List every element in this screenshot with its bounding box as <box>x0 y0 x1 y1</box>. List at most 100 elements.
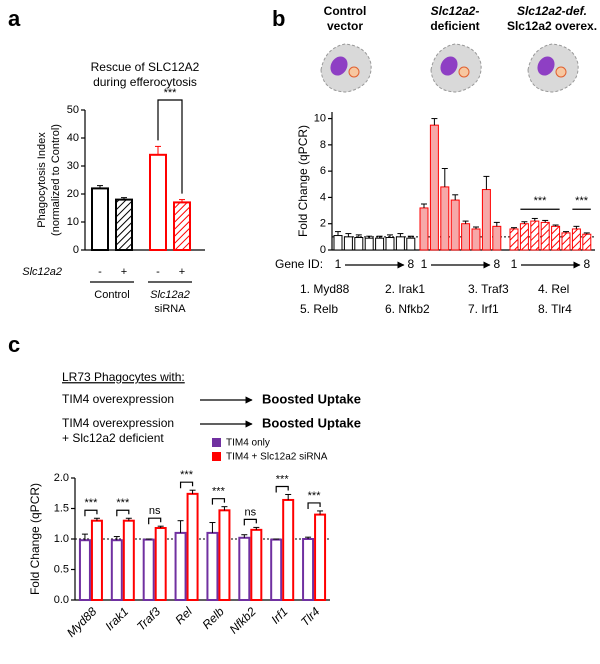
bar <box>429 124 439 251</box>
x-tick-label: 8 <box>407 257 414 271</box>
error-bar <box>177 520 184 533</box>
bar <box>540 221 550 251</box>
x-axis-label: Gene ID: <box>275 257 323 271</box>
error-bar <box>441 168 448 187</box>
panel-label: c <box>8 332 20 357</box>
bar <box>582 233 592 251</box>
error-bar <box>189 489 196 494</box>
group-label: Slc12a2 <box>150 289 190 301</box>
x-tick-label: Myd88 <box>64 604 100 640</box>
sig-label: *** <box>575 195 589 207</box>
error-bar <box>97 185 103 189</box>
sig-label: *** <box>85 497 99 509</box>
bar <box>406 237 416 251</box>
x-tick-label: 8 <box>583 257 590 271</box>
bar <box>364 237 374 251</box>
x-tick-label: Irf1 <box>268 604 290 626</box>
bar <box>149 153 167 251</box>
chart-title: Rescue of SLC12A2 <box>91 60 200 74</box>
sig-label: *** <box>180 469 194 481</box>
error-bar <box>452 194 459 201</box>
sig-label: *** <box>276 473 290 485</box>
error-bar <box>253 526 260 530</box>
intro-result: Boosted Uptake <box>262 415 361 430</box>
legend-label: TIM4 only <box>226 438 270 449</box>
bar <box>78 539 91 601</box>
y-tick-label: 40 <box>67 132 79 144</box>
y-axis-label: (normalized to Control) <box>50 124 62 236</box>
error-bar <box>431 118 438 126</box>
bar <box>561 232 571 251</box>
cell-nucleus <box>330 56 348 76</box>
error-bar <box>157 525 164 529</box>
error-bar <box>376 235 383 239</box>
series-header: Slc12a2-def. <box>517 4 587 18</box>
error-bar <box>81 533 88 541</box>
panel-label: a <box>8 6 21 31</box>
intro-line: TIM4 overexpression <box>62 392 174 406</box>
sig-label: *** <box>534 195 548 207</box>
x-tick-label: Traf3 <box>134 604 163 633</box>
gene-key: 3. Traf3 <box>468 282 509 296</box>
sig-bracket <box>157 99 183 194</box>
gene-key: 8. Tlr4 <box>538 302 572 316</box>
bar <box>571 228 581 251</box>
bar <box>440 186 450 251</box>
cell-body <box>458 66 470 78</box>
error-bar <box>285 493 292 500</box>
x-tick-label: Tlr4 <box>298 604 323 629</box>
group-label: siRNA <box>154 303 186 315</box>
y-axis-label: Fold Change (qPCR) <box>296 125 310 237</box>
bar <box>530 220 540 251</box>
gene-key: 6. Nfkb2 <box>385 302 430 316</box>
bar <box>250 528 263 601</box>
bar <box>90 519 103 602</box>
x-tick-label: Rel <box>172 604 195 627</box>
y-tick-label: 6 <box>320 165 326 177</box>
error-bar <box>355 234 362 238</box>
y-tick-label: 4 <box>320 191 326 203</box>
x-tick-label: 8 <box>493 257 500 271</box>
bar <box>343 236 353 251</box>
y-tick-label: 50 <box>67 104 79 116</box>
cell-body <box>348 66 360 78</box>
error-bar <box>583 232 590 235</box>
y-tick-label: 0 <box>73 244 79 256</box>
sig-bracket <box>307 502 321 509</box>
bar <box>395 236 405 251</box>
error-bar <box>317 510 324 515</box>
bar <box>385 237 395 251</box>
x-tick-label: 1 <box>511 257 518 271</box>
gene-key: 4. Rel <box>538 282 569 296</box>
error-bar <box>125 517 132 521</box>
error-bar <box>305 536 312 539</box>
sig-bracket <box>84 509 98 517</box>
series-header: Slc12a2- <box>431 4 480 18</box>
gene-key: 1. Myd88 <box>300 282 350 296</box>
sig-bracket <box>179 481 194 489</box>
error-bar <box>407 235 414 239</box>
intro-line: + Slc12a2 deficient <box>62 431 164 445</box>
intro-result: Boosted Uptake <box>262 391 361 406</box>
error-bar <box>511 227 517 229</box>
x-tick-label: Irak1 <box>102 604 131 633</box>
sig-label: *** <box>212 486 226 498</box>
legend-label: TIM4 + Slc12a2 siRNA <box>226 452 328 463</box>
gene-key: 7. Irf1 <box>468 302 499 316</box>
y-tick-label: 1.5 <box>54 502 69 514</box>
sig-bracket <box>116 509 130 517</box>
x-tick-label: + <box>121 266 127 278</box>
sig-label: *** <box>116 497 130 509</box>
legend-swatch <box>212 438 221 447</box>
bar <box>186 492 199 601</box>
x-tick-label: + <box>179 266 185 278</box>
bar <box>314 513 327 601</box>
error-bar <box>366 235 373 239</box>
series-header: Slc12a2 overex. <box>507 19 597 33</box>
error-bar <box>563 231 569 233</box>
x-tick-label: 1 <box>335 257 342 271</box>
bar <box>481 189 491 251</box>
chart-title: during efferocytosis <box>93 75 197 89</box>
error-bar <box>155 145 161 155</box>
